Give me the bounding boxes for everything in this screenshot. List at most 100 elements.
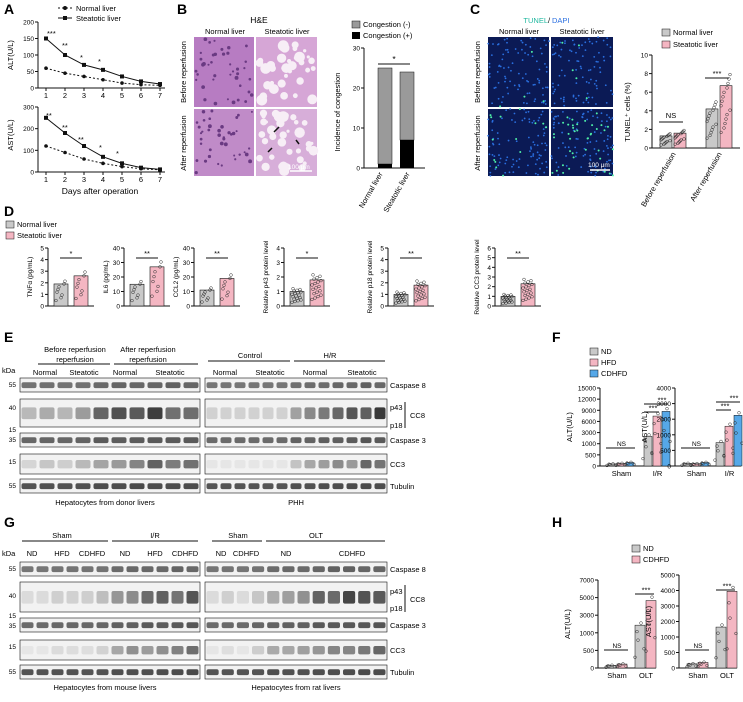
c-point <box>708 133 712 138</box>
e-blot-strip <box>19 478 201 494</box>
e-band <box>129 407 145 420</box>
g-blot-strip <box>204 664 388 680</box>
d-point <box>62 282 66 286</box>
he-nucleus <box>208 41 212 44</box>
f-ast-bar <box>733 415 743 467</box>
tunel-positive-nucleus <box>575 77 578 80</box>
dapi-nucleus <box>538 68 541 71</box>
panel-letter-d: D <box>4 203 14 219</box>
d-point <box>399 298 403 302</box>
g-group-olt: OLT <box>309 531 323 540</box>
e-band-label: Caspase 8 <box>390 381 426 390</box>
f-alt-point <box>668 439 672 444</box>
f-ast-point <box>691 462 695 466</box>
he-nucleus <box>199 132 203 135</box>
dapi-nucleus <box>575 51 577 54</box>
d-plot-5: Relative CC3 protein level 6 5 4 3 2 1 0 ** <box>474 239 541 315</box>
dapi-nucleus <box>543 132 546 135</box>
g-band <box>21 591 34 604</box>
h-alt-point <box>639 621 643 625</box>
dapi-nucleus <box>524 52 526 54</box>
f-alt-point <box>616 462 620 466</box>
g-band <box>373 591 386 604</box>
h-alt-point <box>624 664 628 668</box>
dapi-nucleus <box>580 166 583 168</box>
f-alt-ylabel: ALT(U/L) <box>565 412 574 442</box>
g-band-label: Caspase 3 <box>390 621 426 630</box>
g-band <box>343 669 356 676</box>
dapi-nucleus <box>538 157 541 160</box>
c-point <box>719 104 723 108</box>
dapi-nucleus <box>580 67 583 70</box>
h-ast-ytick-label: 0 <box>671 666 675 673</box>
d-point <box>57 285 61 289</box>
e-band <box>318 460 330 469</box>
dapi-nucleus <box>506 41 508 44</box>
g-band <box>297 566 310 573</box>
panel-letter-f: F <box>552 329 561 345</box>
g-band <box>96 622 109 629</box>
g-band <box>206 622 219 629</box>
dapi-nucleus <box>544 99 547 102</box>
d-point <box>225 294 229 298</box>
a-xlabel: Days after operation <box>62 186 139 196</box>
dapi-nucleus <box>544 62 546 65</box>
e-band <box>332 407 344 420</box>
dapi-nucleus <box>560 97 562 100</box>
g-band <box>312 646 325 655</box>
dapi-nucleus <box>509 108 512 110</box>
dapi-nucleus <box>575 110 578 113</box>
e-band <box>220 382 232 389</box>
d-point <box>401 295 405 299</box>
tunel-positive-nucleus <box>542 122 545 125</box>
he-nucleus <box>221 52 226 56</box>
g-band <box>206 566 219 573</box>
tunel-positive-nucleus <box>499 115 502 118</box>
e-band-label: Caspase 3 <box>390 436 426 445</box>
dapi-nucleus <box>565 164 568 167</box>
dapi-nucleus <box>498 143 501 146</box>
he-nucleus <box>231 131 236 136</box>
he-nucleus <box>213 101 218 106</box>
he-vacuole <box>269 154 275 160</box>
g-band <box>51 622 64 629</box>
dapi-nucleus <box>607 147 609 150</box>
c-ytick-label: 8 <box>644 71 648 78</box>
dapi-nucleus <box>487 134 490 137</box>
d-point <box>414 287 418 291</box>
h-alt-point <box>604 665 608 669</box>
dapi-nucleus <box>575 99 578 102</box>
d-point <box>311 273 315 277</box>
g-band <box>186 646 199 655</box>
dapi-nucleus <box>597 60 599 63</box>
tunel-positive-nucleus <box>590 132 593 135</box>
a-point-steatotic <box>44 36 48 41</box>
a-point-steatotic <box>139 79 143 84</box>
he-vacuole <box>280 43 290 53</box>
dapi-nucleus <box>562 142 564 144</box>
dapi-nucleus <box>494 168 497 170</box>
a-xtick-label: 2 <box>63 175 67 184</box>
g-band <box>126 646 139 655</box>
g-band <box>51 646 64 655</box>
e-band <box>360 460 372 469</box>
e-band <box>220 437 232 444</box>
he-vacuole <box>286 129 290 133</box>
he-vacuole <box>305 67 311 73</box>
dapi-nucleus <box>532 83 535 86</box>
d-point <box>318 289 322 293</box>
e-band <box>39 460 55 469</box>
d-point <box>524 297 528 301</box>
dapi-nucleus <box>610 146 613 149</box>
f-alt-sig: *** <box>658 396 667 405</box>
g-marker: 55 <box>9 566 17 573</box>
e-band <box>147 437 163 444</box>
c-point <box>722 90 726 95</box>
d-point <box>159 260 163 264</box>
a-ast-ylabel: AST(U/L) <box>6 119 15 151</box>
b-col-normal: Normal liver <box>205 27 246 36</box>
d-point <box>310 283 314 287</box>
dapi-nucleus <box>540 113 543 116</box>
d-point <box>501 296 505 300</box>
dapi-nucleus <box>511 62 514 65</box>
